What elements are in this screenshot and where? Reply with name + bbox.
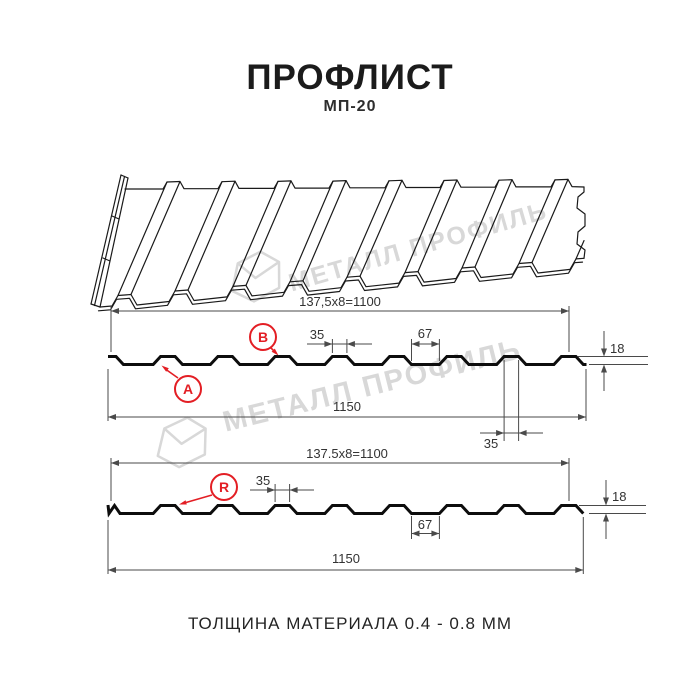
dim-overall-width-bottom-value: 1150 — [332, 551, 360, 566]
thickness-note: ТОЛЩИНА МАТЕРИАЛА 0.4 - 0.8 ММ — [187, 614, 513, 633]
dim-height-bottom: 18 — [579, 480, 646, 539]
dim-height-top-value: 18 — [610, 341, 624, 356]
dim-valley-width-bottom: 67 — [411, 516, 440, 539]
metall-profil-logo-icon — [230, 250, 281, 303]
dim-pitch-bottom: 137.5x8=1100 — [110, 446, 570, 501]
dim-height-top: 18 — [578, 331, 648, 391]
profile-model-subtitle: МП-20 — [323, 98, 377, 115]
dim-rib-bottom-width-value: 35 — [484, 436, 498, 451]
profile-outline-path — [108, 355, 587, 366]
side-label-a: A — [161, 365, 202, 403]
dim-rib-top-width: 35 — [307, 327, 372, 353]
dim-valley-width-top-value: 67 — [418, 326, 432, 341]
side-label-a-letter: A — [183, 381, 193, 397]
sheet-rib-lines — [117, 178, 585, 297]
sheet-3d-view — [90, 174, 586, 312]
watermark-text: МЕТАЛЛ ПРОФИЛЬ — [286, 197, 552, 298]
dim-pitch-top: 137,5x8=1100 — [110, 294, 570, 352]
profile-section-top: 137,5x8=1100 35 67 18 — [107, 294, 648, 451]
dim-overall-width-top-value: 1150 — [333, 399, 361, 414]
dim-pitch-top-value: 137,5x8=1100 — [299, 294, 381, 309]
dim-valley-width-top: 67 — [411, 326, 440, 361]
dim-rib-top-width-bottom-value: 35 — [256, 473, 270, 488]
logo-fold-line — [237, 260, 280, 280]
side-label-b: B — [249, 323, 279, 356]
logo-fold-line — [163, 427, 207, 446]
dim-overall-width-top: 1150 — [107, 369, 587, 421]
dim-rib-top-width-value: 35 — [310, 327, 324, 342]
dim-rib-bottom-width: 35 — [480, 360, 543, 451]
dim-rib-top-width-bottom: 35 — [250, 473, 314, 502]
side-label-r-letter: R — [219, 479, 229, 495]
sheet-left-end-face — [90, 174, 129, 308]
dim-valley-width-bottom-value: 67 — [418, 517, 432, 532]
side-label-r: R — [179, 473, 238, 505]
profile-outline-path — [106, 502, 585, 518]
side-label-b-letter: B — [258, 329, 268, 345]
sheet-right-end-face — [576, 186, 586, 259]
dim-pitch-bottom-value: 137.5x8=1100 — [306, 446, 388, 461]
dim-height-bottom-value: 18 — [612, 489, 626, 504]
dim-overall-width-bottom: 1150 — [107, 517, 584, 574]
sheet-back-edge — [124, 178, 585, 190]
metall-profil-logo-icon — [156, 416, 207, 469]
page-title: ПРОФЛИСТ — [246, 58, 454, 97]
profile-section-bottom: 137.5x8=1100 35 18 67 — [106, 446, 646, 574]
